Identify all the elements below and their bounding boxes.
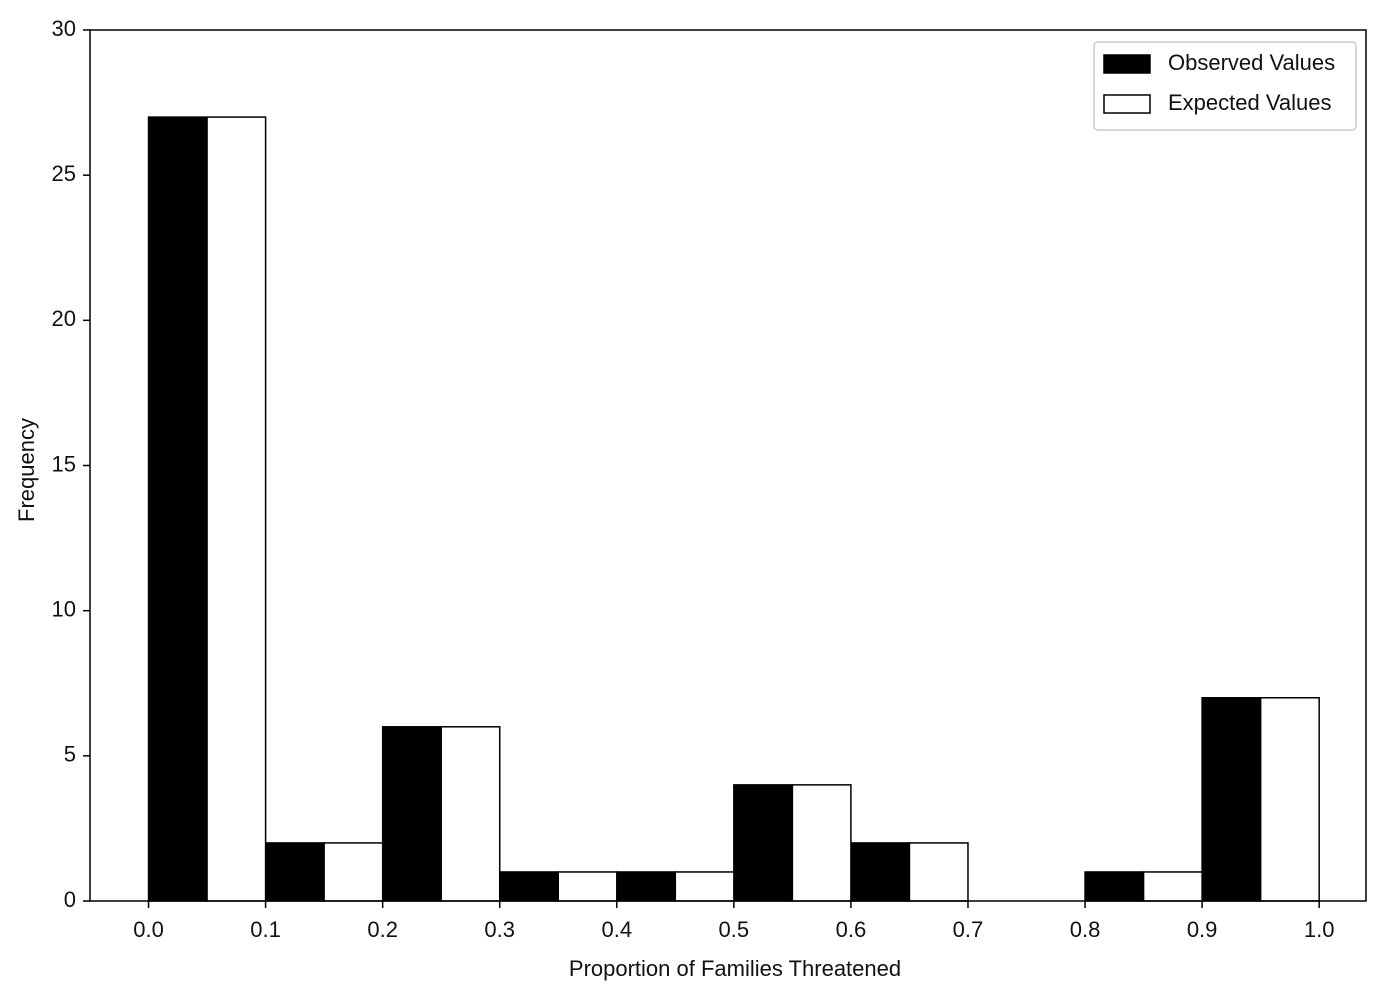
bar [264, 842, 325, 902]
y-tick-label: 25 [52, 161, 76, 186]
x-tick-label: 1.0 [1304, 917, 1335, 942]
x-tick-label: 0.5 [719, 917, 750, 942]
bar [616, 871, 677, 902]
x-tick-label: 0.4 [601, 917, 632, 942]
bar [557, 871, 618, 902]
x-tick-label: 0.9 [1187, 917, 1218, 942]
y-tick-label: 5 [64, 742, 76, 767]
legend-label: Expected Values [1168, 90, 1331, 115]
x-tick-label: 0.0 [133, 917, 164, 942]
legend-frame [1093, 41, 1357, 131]
x-tick-label: 0.7 [953, 917, 984, 942]
bar [498, 871, 560, 902]
bar [381, 726, 442, 902]
bar [908, 842, 969, 902]
plot-frame [89, 29, 1367, 902]
y-tick-label: 20 [52, 306, 76, 331]
x-tick-label: 0.8 [1070, 917, 1101, 942]
x-tick-label: 0.3 [484, 917, 515, 942]
bar [791, 784, 852, 902]
bar [850, 842, 911, 902]
x-tick-label: 0.1 [250, 917, 281, 942]
bar [1142, 871, 1203, 902]
y-tick-label: 30 [52, 16, 76, 41]
x-axis-label: Proportion of Families Threatened [569, 956, 901, 981]
bar [147, 116, 208, 902]
bar [1259, 697, 1320, 902]
y-tick-label: 0 [64, 887, 76, 912]
x-tick-label: 0.2 [367, 917, 398, 942]
bar [1201, 697, 1262, 902]
y-tick-label: 10 [52, 596, 76, 621]
legend-swatch [1103, 54, 1151, 74]
bar [440, 726, 501, 902]
legend-swatch [1103, 94, 1151, 114]
y-axis-label: Frequency [14, 418, 39, 522]
bar [206, 116, 267, 902]
legend-label: Observed Values [1168, 50, 1335, 75]
bar [323, 842, 384, 902]
bar [1084, 871, 1145, 902]
x-tick-label: 0.6 [836, 917, 867, 942]
bar [733, 784, 794, 902]
y-tick-label: 15 [52, 451, 76, 476]
bar [674, 871, 735, 902]
